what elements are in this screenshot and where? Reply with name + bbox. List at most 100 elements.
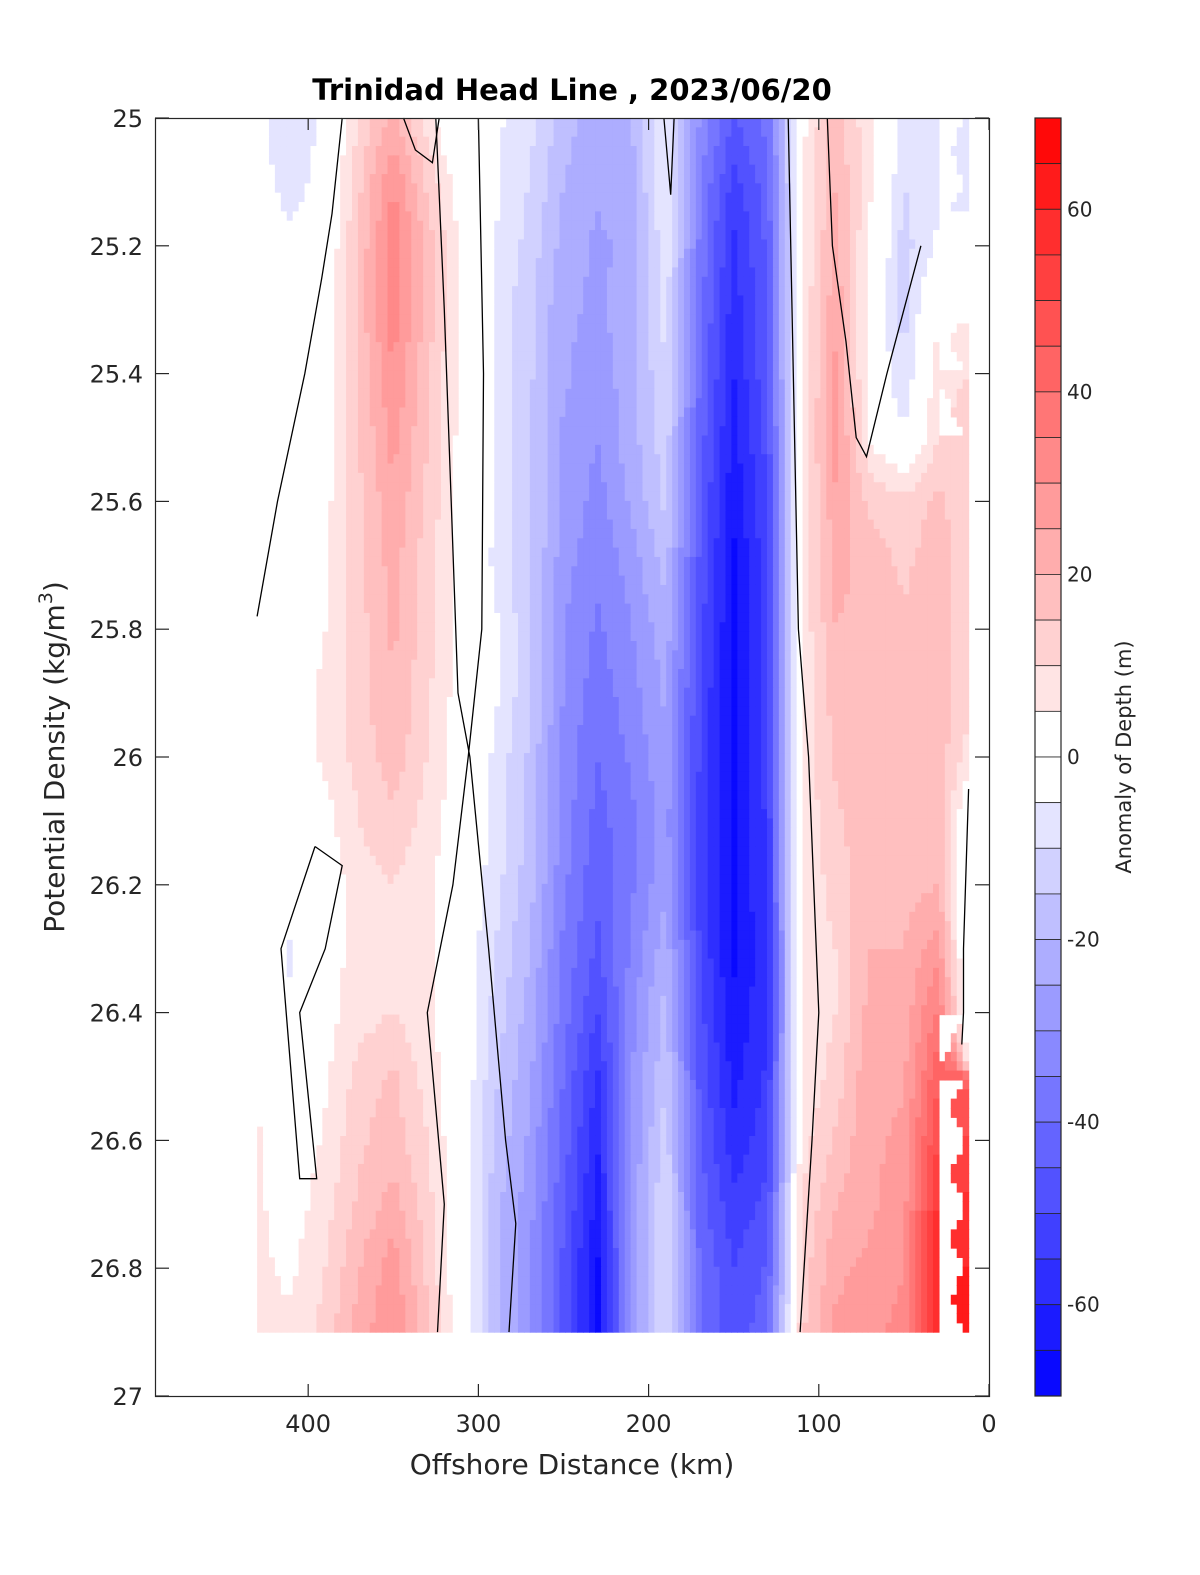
contour-cell bbox=[399, 407, 406, 418]
contour-cell bbox=[713, 220, 721, 231]
contour-cell bbox=[334, 295, 341, 306]
contour-cell bbox=[927, 379, 934, 390]
contour-cell bbox=[903, 276, 910, 287]
contour-cell bbox=[595, 258, 602, 269]
contour-cell bbox=[257, 248, 264, 259]
contour-cell bbox=[547, 248, 555, 259]
contour-cell bbox=[464, 332, 472, 343]
contour-cell bbox=[452, 192, 460, 203]
contour-cell bbox=[767, 202, 774, 212]
contour-cell bbox=[885, 118, 893, 128]
contour-cell bbox=[873, 351, 881, 362]
contour-cell bbox=[387, 323, 395, 334]
contour-cell bbox=[541, 192, 549, 203]
contour-cell bbox=[909, 435, 916, 446]
contour-cell bbox=[624, 202, 632, 212]
contour-cell bbox=[689, 202, 697, 212]
contour-cell bbox=[346, 304, 353, 315]
contour-cell bbox=[494, 258, 501, 269]
contour-cell bbox=[458, 435, 466, 446]
contour-cell bbox=[689, 388, 697, 399]
contour-cell bbox=[257, 323, 264, 334]
contour-cell bbox=[565, 435, 572, 446]
contour-cell bbox=[950, 211, 958, 222]
contour-cell bbox=[399, 463, 406, 474]
contour-cell bbox=[927, 286, 934, 297]
contour-cell bbox=[885, 342, 893, 353]
contour-cell bbox=[802, 211, 810, 222]
contour-cell bbox=[636, 192, 644, 203]
contour-cell bbox=[624, 370, 632, 381]
contour-cell bbox=[334, 416, 341, 427]
contour-cell bbox=[618, 314, 626, 325]
contour-cell bbox=[547, 174, 555, 184]
contour-cell bbox=[618, 444, 626, 455]
contour-cell bbox=[547, 304, 555, 315]
contour-cell bbox=[962, 183, 970, 194]
contour-cell bbox=[897, 202, 904, 212]
contour-cell bbox=[506, 146, 513, 156]
contour-cell bbox=[885, 202, 893, 212]
contour-cell bbox=[500, 500, 507, 511]
contour-cell bbox=[873, 267, 881, 278]
contour-cell bbox=[630, 258, 638, 269]
contour-cell bbox=[802, 146, 810, 156]
contour-cell bbox=[458, 276, 466, 287]
contour-cell bbox=[559, 416, 567, 427]
contour-cell bbox=[618, 239, 626, 250]
contour-cell bbox=[363, 164, 371, 175]
contour-cell bbox=[873, 136, 881, 147]
contour-cell bbox=[755, 146, 762, 156]
contour-cell bbox=[642, 388, 650, 399]
contour-cell bbox=[956, 435, 964, 446]
contour-cell bbox=[589, 370, 596, 381]
contour-cell bbox=[950, 472, 958, 483]
contour-cell bbox=[488, 276, 495, 287]
contour-cell bbox=[832, 155, 839, 166]
contour-cell bbox=[666, 472, 673, 483]
contour-cell bbox=[832, 370, 839, 381]
contour-cell bbox=[452, 314, 460, 325]
contour-cell bbox=[612, 482, 620, 493]
contour-cell bbox=[363, 323, 371, 334]
contour-cell bbox=[334, 304, 341, 315]
contour-cell bbox=[571, 379, 578, 390]
contour-cell bbox=[784, 323, 792, 334]
contour-cell bbox=[927, 491, 934, 502]
contour-cell bbox=[808, 500, 816, 511]
contour-cell bbox=[458, 192, 466, 203]
contour-cell bbox=[512, 136, 519, 147]
contour-cell bbox=[274, 155, 282, 166]
contour-cell bbox=[749, 211, 756, 222]
contour-cell bbox=[719, 388, 727, 399]
contour-cell bbox=[784, 360, 792, 371]
contour-cell bbox=[464, 444, 472, 455]
contour-cell bbox=[672, 146, 679, 156]
contour-cell bbox=[927, 127, 934, 138]
contour-cell bbox=[369, 202, 377, 212]
contour-cell bbox=[802, 314, 810, 325]
contour-cell bbox=[387, 220, 395, 231]
contour-cell bbox=[512, 192, 519, 203]
contour-cell bbox=[689, 258, 697, 269]
contour-cell bbox=[755, 192, 762, 203]
contour-cell bbox=[316, 174, 323, 184]
contour-cell bbox=[654, 472, 661, 483]
contour-cell bbox=[915, 407, 922, 418]
contour-cell bbox=[595, 463, 602, 474]
contour-cell bbox=[630, 211, 638, 222]
contour-cell bbox=[660, 435, 667, 446]
contour-cell bbox=[938, 482, 946, 493]
contour-cell bbox=[844, 454, 851, 465]
contour-cell bbox=[743, 444, 750, 455]
contour-cell bbox=[695, 454, 703, 465]
contour-cell bbox=[731, 220, 738, 231]
contour-cell bbox=[672, 444, 679, 455]
contour-cell bbox=[595, 155, 602, 166]
contour-cell bbox=[749, 491, 756, 502]
contour-cell bbox=[577, 174, 584, 184]
contour-cell bbox=[838, 258, 845, 269]
contour-cell bbox=[950, 342, 958, 353]
contour-cell bbox=[446, 388, 454, 399]
contour-cell bbox=[838, 332, 845, 343]
